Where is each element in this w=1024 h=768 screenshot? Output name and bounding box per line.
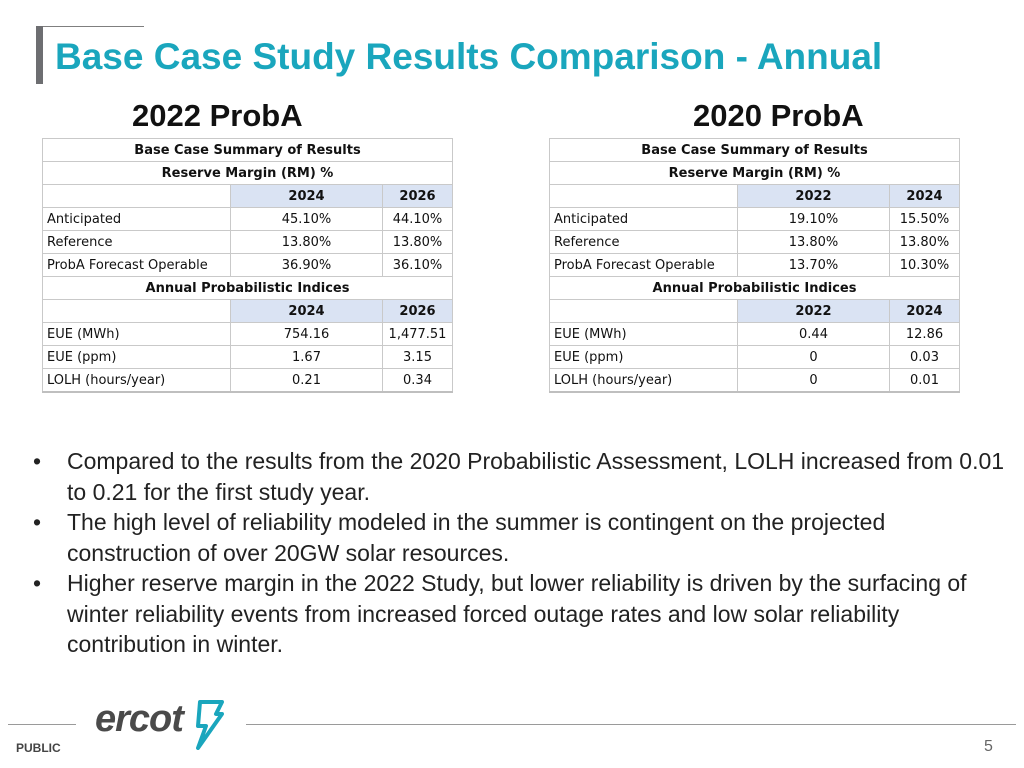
bullet-item: • The high level of reliability modeled … [30, 507, 1010, 568]
empty-cell [549, 184, 738, 208]
row-label: ProbA Forecast Operable [42, 253, 231, 277]
title-accent-bar [36, 26, 43, 84]
empty-cell [42, 299, 231, 323]
cell-value: 0.01 [889, 368, 960, 393]
rm-title: Reserve Margin (RM) % [42, 161, 453, 185]
row-label: EUE (ppm) [42, 345, 231, 369]
cell-value: 19.10% [737, 207, 890, 231]
cell-value: 45.10% [230, 207, 383, 231]
row-label: EUE (MWh) [549, 322, 738, 346]
table-row: Anticipated 19.10% 15.50% [549, 207, 960, 231]
year-header: 2026 [382, 299, 453, 323]
classification-label: PUBLIC [16, 741, 61, 755]
table-row: EUE (MWh) 0.44 12.86 [549, 322, 960, 346]
bullet-item: • Higher reserve margin in the 2022 Stud… [30, 568, 1010, 660]
year-header: 2024 [889, 184, 960, 208]
cell-value: 0 [737, 368, 890, 393]
left-table-heading: 2022 ProbA [132, 98, 303, 133]
table-row: LOLH (hours/year) 0.21 0.34 [42, 368, 453, 393]
year-header: 2022 [737, 299, 890, 323]
row-label: Anticipated [42, 207, 231, 231]
cell-value: 1,477.51 [382, 322, 453, 346]
bullet-marker: • [33, 509, 42, 535]
bullet-text: Compared to the results from the 2020 Pr… [67, 448, 1005, 505]
rm-title: Reserve Margin (RM) % [549, 161, 960, 185]
footer-divider-right [246, 724, 1016, 725]
cell-value: 0.44 [737, 322, 890, 346]
cell-value: 12.86 [889, 322, 960, 346]
cell-value: 36.90% [230, 253, 383, 277]
row-label: LOLH (hours/year) [549, 368, 738, 393]
table-row: EUE (ppm) 1.67 3.15 [42, 345, 453, 369]
footer-divider-left [8, 724, 76, 725]
cell-value: 10.30% [889, 253, 960, 277]
results-table-2020: Base Case Summary of Results Reserve Mar… [549, 138, 960, 393]
bullet-item: • Compared to the results from the 2020 … [30, 446, 1010, 507]
indices-title: Annual Probabilistic Indices [42, 276, 453, 300]
cell-value: 13.80% [737, 230, 890, 254]
cell-value: 0.21 [230, 368, 383, 393]
row-label: Reference [42, 230, 231, 254]
cell-value: 1.67 [230, 345, 383, 369]
row-label: ProbA Forecast Operable [549, 253, 738, 277]
table-row: ProbA Forecast Operable 13.70% 10.30% [549, 253, 960, 277]
year-header: 2024 [230, 184, 383, 208]
cell-value: 13.80% [382, 230, 453, 254]
cell-value: 44.10% [382, 207, 453, 231]
cell-value: 3.15 [382, 345, 453, 369]
cell-value: 36.10% [382, 253, 453, 277]
results-table-2022: Base Case Summary of Results Reserve Mar… [42, 138, 453, 393]
table-row: Anticipated 45.10% 44.10% [42, 207, 453, 231]
page-number: 5 [984, 738, 993, 755]
bullet-marker: • [33, 570, 42, 596]
cell-value: 13.80% [889, 230, 960, 254]
table-row: LOLH (hours/year) 0 0.01 [549, 368, 960, 393]
ercot-logo: ercot [95, 698, 184, 741]
table-row: Reference 13.80% 13.80% [549, 230, 960, 254]
table-row: ProbA Forecast Operable 36.90% 36.10% [42, 253, 453, 277]
empty-cell [42, 184, 231, 208]
bullet-list: • Compared to the results from the 2020 … [30, 446, 1010, 660]
table-row: EUE (MWh) 754.16 1,477.51 [42, 322, 453, 346]
table-row: Reference 13.80% 13.80% [42, 230, 453, 254]
bullet-marker: • [33, 448, 42, 474]
row-label: LOLH (hours/year) [42, 368, 231, 393]
cell-value: 13.70% [737, 253, 890, 277]
lightning-logo-icon [196, 700, 224, 750]
slide-title: Base Case Study Results Comparison - Ann… [55, 36, 883, 77]
row-label: Reference [549, 230, 738, 254]
year-header: 2026 [382, 184, 453, 208]
cell-value: 0.03 [889, 345, 960, 369]
logo-wordmark: ercot [95, 698, 184, 740]
cell-value: 13.80% [230, 230, 383, 254]
row-label: Anticipated [549, 207, 738, 231]
summary-title: Base Case Summary of Results [549, 138, 960, 162]
right-table-heading: 2020 ProbA [693, 98, 864, 133]
year-header: 2024 [889, 299, 960, 323]
bullet-text: Higher reserve margin in the 2022 Study,… [67, 570, 967, 657]
cell-value: 0 [737, 345, 890, 369]
year-header: 2022 [737, 184, 890, 208]
bullet-text: The high level of reliability modeled in… [67, 509, 886, 566]
cell-value: 15.50% [889, 207, 960, 231]
indices-title: Annual Probabilistic Indices [549, 276, 960, 300]
row-label: EUE (ppm) [549, 345, 738, 369]
cell-value: 754.16 [230, 322, 383, 346]
cell-value: 0.34 [382, 368, 453, 393]
summary-title: Base Case Summary of Results [42, 138, 453, 162]
empty-cell [549, 299, 738, 323]
title-accent-line [36, 26, 144, 27]
table-row: EUE (ppm) 0 0.03 [549, 345, 960, 369]
row-label: EUE (MWh) [42, 322, 231, 346]
year-header: 2024 [230, 299, 383, 323]
